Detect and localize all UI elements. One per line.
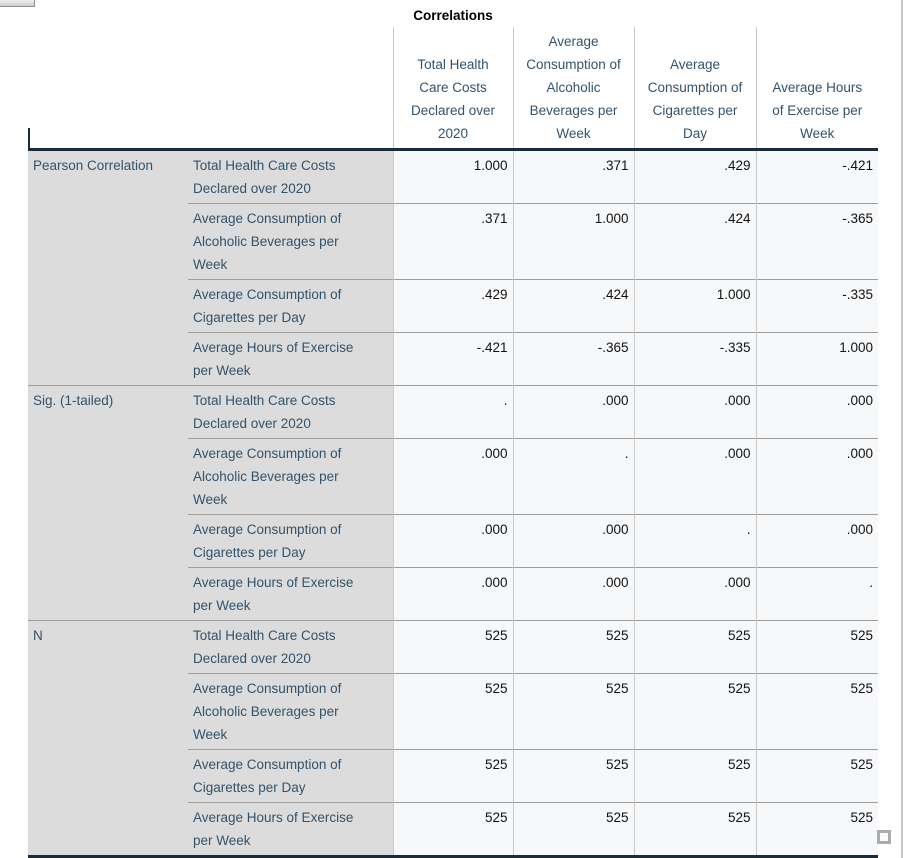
variable-label-cell: Average Hours of Exercise per Week <box>188 331 393 385</box>
value-cell: 525 <box>755 748 878 802</box>
table-row: Average Hours of Exercise per Week 525 5… <box>28 801 878 858</box>
value-cell: .000 <box>755 513 878 567</box>
value-cell: 525 <box>512 801 634 858</box>
column-header-cell: Total Health Care Costs Declared over 20… <box>392 27 513 151</box>
table-row: Average Consumption of Alcoholic Beverag… <box>28 437 878 514</box>
value-cell: 525 <box>633 801 756 858</box>
table-row: N Total Health Care Costs Declared over … <box>28 619 878 858</box>
column-header-cell: Average Consumption of Alcoholic Beverag… <box>512 27 634 151</box>
value-cell: .371 <box>392 202 513 279</box>
value-cell: 1.000 <box>633 278 756 332</box>
variable-label-cell: Average Consumption of Alcoholic Beverag… <box>188 437 393 514</box>
table-row: Average Consumption of Cigarettes per Da… <box>28 278 878 332</box>
value-cell: .424 <box>512 278 634 332</box>
resize-handle[interactable] <box>877 830 891 844</box>
header-row: Total Health Care Costs Declared over 20… <box>28 27 878 151</box>
value-cell: .000 <box>755 384 878 438</box>
column-header-cell: Average Consumption of Cigarettes per Da… <box>633 27 756 151</box>
group-label-cell: Sig. (1-tailed) <box>28 384 188 620</box>
table-row: Sig. (1-tailed) Total Health Care Costs … <box>28 384 878 620</box>
corner-cell <box>28 27 393 151</box>
variable-label-cell: Average Consumption of Cigarettes per Da… <box>188 748 393 802</box>
table-row: Average Consumption of Cigarettes per Da… <box>28 513 878 567</box>
group-label-cell: Pearson Correlation <box>28 149 188 385</box>
value-cell: .424 <box>633 202 756 279</box>
value-cell: . <box>633 513 756 567</box>
pane-divider[interactable] <box>901 0 903 858</box>
value-cell: -.421 <box>755 149 878 203</box>
value-cell: .000 <box>633 437 756 514</box>
value-cell: 1.000 <box>512 202 634 279</box>
header-left-tick <box>28 128 30 151</box>
value-cell: .000 <box>633 384 756 438</box>
value-cell: .000 <box>392 566 513 620</box>
value-cell: -.335 <box>633 331 756 385</box>
value-cell: .000 <box>512 384 634 438</box>
value-cell: 525 <box>755 672 878 749</box>
table-row: Average Consumption of Alcoholic Beverag… <box>28 672 878 749</box>
variable-label-cell: Total Health Care Costs Declared over 20… <box>188 619 393 673</box>
value-cell: . <box>392 384 513 438</box>
variable-label-cell: Average Consumption of Alcoholic Beverag… <box>188 672 393 749</box>
value-cell: 525 <box>633 672 756 749</box>
table-row: Average Consumption of Alcoholic Beverag… <box>28 202 878 279</box>
variable-label-cell: Average Consumption of Alcoholic Beverag… <box>188 202 393 279</box>
table-row: Average Consumption of Cigarettes per Da… <box>28 748 878 802</box>
value-cell: .429 <box>633 149 756 203</box>
value-cell: 525 <box>512 672 634 749</box>
table-row: Average Hours of Exercise per Week -.421… <box>28 331 878 385</box>
value-cell: 1.000 <box>392 149 513 203</box>
value-cell: 525 <box>633 619 756 673</box>
value-cell: -.421 <box>392 331 513 385</box>
value-cell: 525 <box>755 619 878 673</box>
value-cell: .000 <box>512 566 634 620</box>
value-cell: 525 <box>392 801 513 858</box>
value-cell: . <box>512 437 634 514</box>
value-cell: . <box>755 566 878 620</box>
value-cell: 525 <box>512 619 634 673</box>
table-title: Correlations <box>413 8 493 23</box>
value-cell: .000 <box>392 513 513 567</box>
scrollbar-fragment[interactable] <box>0 0 35 7</box>
value-cell: .000 <box>633 566 756 620</box>
table-row: Average Hours of Exercise per Week .000 … <box>28 566 878 620</box>
variable-label-cell: Average Hours of Exercise per Week <box>188 801 393 858</box>
value-cell: 525 <box>392 748 513 802</box>
variable-label-cell: Average Consumption of Cigarettes per Da… <box>188 278 393 332</box>
value-cell: .000 <box>755 437 878 514</box>
value-cell: 525 <box>633 748 756 802</box>
variable-label-cell: Total Health Care Costs Declared over 20… <box>188 384 393 438</box>
value-cell: 525 <box>755 801 878 858</box>
value-cell: .371 <box>512 149 634 203</box>
value-cell: 525 <box>392 619 513 673</box>
value-cell: -.365 <box>512 331 634 385</box>
variable-label-cell: Average Consumption of Cigarettes per Da… <box>188 513 393 567</box>
value-cell: .000 <box>392 437 513 514</box>
variable-label-cell: Average Hours of Exercise per Week <box>188 566 393 620</box>
table-row: Pearson Correlation Total Health Care Co… <box>28 149 878 385</box>
table-wrapper: Total Health Care Costs Declared over 20… <box>28 27 878 858</box>
value-cell: 1.000 <box>755 331 878 385</box>
column-header-cell: Average Hours of Exercise per Week <box>755 27 878 151</box>
value-cell: .000 <box>512 513 634 567</box>
value-cell: -.365 <box>755 202 878 279</box>
group-label-cell: N <box>28 619 188 858</box>
variable-label-cell: Total Health Care Costs Declared over 20… <box>188 149 393 203</box>
value-cell: .429 <box>392 278 513 332</box>
value-cell: 525 <box>512 748 634 802</box>
value-cell: 525 <box>392 672 513 749</box>
correlations-table[interactable]: Total Health Care Costs Declared over 20… <box>28 27 878 858</box>
correlations-output-object[interactable]: Correlations Total Health Care Costs Dec… <box>28 6 878 858</box>
value-cell: -.335 <box>755 278 878 332</box>
